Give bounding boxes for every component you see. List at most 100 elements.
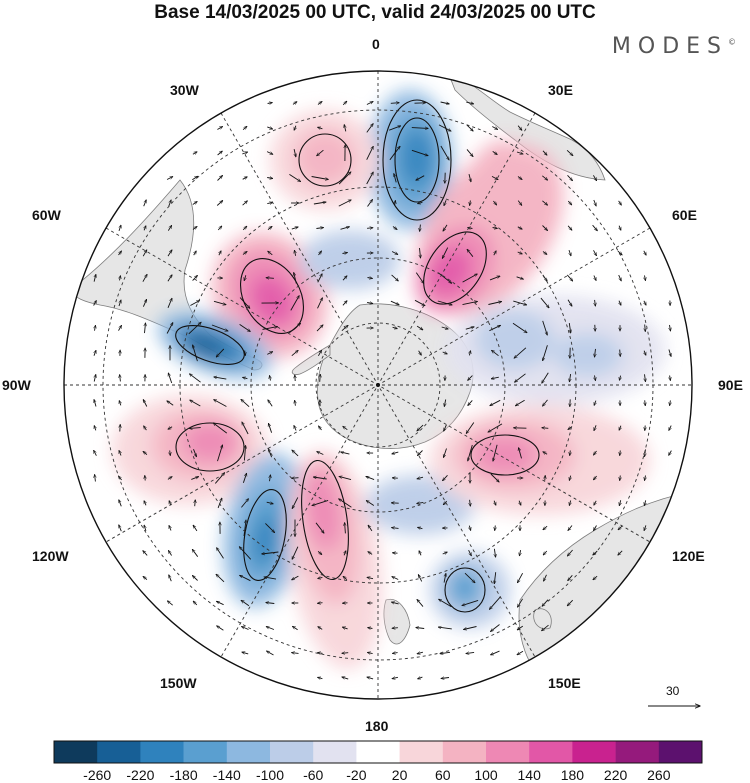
- wind-vector-arrow: [95, 475, 96, 482]
- wind-vector-arrow: [594, 525, 597, 531]
- wind-vector-arrow: [418, 350, 422, 355]
- colorbar-swatch: [658, 741, 703, 763]
- wind-vector-arrow: [469, 525, 470, 531]
- colorbar-tick-label: 60: [435, 767, 451, 783]
- wind-vector-arrow: [517, 625, 524, 630]
- wind-vector-arrow: [543, 550, 548, 555]
- lon-label-90e: 90E: [718, 377, 743, 393]
- wind-vector-arrow: [442, 552, 448, 554]
- wind-vector-arrow: [266, 151, 273, 155]
- wind-vector-arrow: [488, 302, 501, 305]
- wind-vector-arrow: [517, 200, 522, 206]
- wind-vector-arrow: [338, 172, 351, 185]
- wind-vector-arrow: [239, 547, 252, 560]
- wind-vector-arrow: [438, 627, 452, 630]
- wind-vector-arrow: [567, 299, 572, 306]
- map-title: Base 14/03/2025 00 UTC, valid 24/03/2025…: [154, 2, 596, 23]
- wind-vector-arrow: [443, 474, 448, 480]
- wind-vector-arrow: [94, 274, 96, 282]
- lon-label-120e: 120E: [672, 548, 705, 564]
- wind-vector-arrow: [592, 224, 598, 231]
- wind-vector-arrow: [291, 227, 298, 230]
- wind-vector-arrow: [542, 251, 547, 255]
- wind-vector-arrow: [366, 146, 374, 160]
- wind-vector-arrow: [192, 275, 198, 281]
- wind-vector-arrow: [342, 677, 349, 680]
- wind-vector-arrow: [389, 146, 400, 161]
- wind-vector-arrow: [315, 522, 324, 533]
- south-pole-marker: [376, 383, 380, 387]
- wind-vector-arrow: [317, 274, 322, 283]
- wind-vector-arrow: [289, 174, 300, 181]
- wind-vector-arrow: [567, 549, 573, 556]
- wind-vector-arrow: [490, 473, 499, 482]
- wind-vector-arrow: [142, 274, 147, 282]
- wind-vector-arrow: [343, 426, 348, 431]
- wind-vector-arrow: [193, 601, 198, 606]
- wind-vector-arrow: [318, 653, 323, 654]
- wind-vector-arrow: [670, 400, 671, 405]
- wind-vector-arrow: [519, 500, 522, 506]
- wind-vector-arrow: [267, 202, 272, 203]
- wind-vector-arrow: [313, 477, 327, 480]
- wind-vector-arrow: [392, 226, 397, 230]
- reference-vector-value: 30: [666, 684, 680, 698]
- wind-vector-arrow: [367, 577, 374, 578]
- wind-vector-arrow: [318, 677, 323, 678]
- wind-vector-arrow: [292, 102, 297, 105]
- brand-text: MODES: [611, 34, 728, 59]
- wind-vector-arrow: [142, 250, 147, 257]
- wind-vector-arrow: [192, 152, 197, 155]
- wind-vector-arrow: [444, 573, 446, 583]
- wind-vector-arrow: [167, 298, 173, 308]
- wind-vector-arrow: [593, 550, 598, 555]
- wind-vector-arrow: [168, 200, 171, 207]
- wind-vector-arrow: [494, 572, 495, 584]
- wind-vector-arrow: [268, 423, 273, 433]
- lon-label-120w: 120W: [32, 548, 69, 564]
- wind-vector-arrow: [593, 575, 598, 580]
- wind-vector-arrow: [145, 323, 146, 334]
- wind-vector-arrow: [343, 576, 348, 581]
- wind-vector-arrow: [217, 176, 223, 181]
- wind-vector-arrow: [193, 449, 197, 457]
- wind-vector-arrow: [317, 149, 324, 156]
- wind-vector-arrow: [262, 551, 279, 554]
- wind-vector-arrow: [462, 274, 478, 283]
- wind-vector-arrow: [192, 176, 197, 181]
- wind-vector-arrow: [493, 444, 498, 461]
- wind-vector-arrow: [190, 301, 199, 306]
- wind-vector-arrow: [595, 375, 596, 380]
- wind-vector-arrow: [442, 247, 449, 259]
- wind-vector-arrow: [366, 501, 375, 506]
- wind-vector-arrow: [318, 603, 323, 604]
- wind-vector-arrow: [620, 349, 621, 357]
- wind-vector-arrow: [216, 574, 225, 583]
- wind-vector-arrow: [94, 400, 96, 407]
- wind-vector-arrow: [290, 296, 299, 311]
- wind-vector-arrow: [192, 227, 197, 230]
- wind-vector-arrow: [219, 251, 221, 256]
- wind-vector-arrow: [594, 450, 597, 455]
- wind-vector-arrow: [267, 127, 272, 130]
- colorbar-tick-label: -220: [126, 767, 155, 783]
- wind-vector-arrow: [516, 276, 524, 279]
- wind-vector-arrow: [512, 322, 527, 333]
- wind-vector-arrow: [266, 627, 275, 630]
- wind-vector-arrow: [468, 173, 471, 182]
- wind-vector-arrow: [468, 549, 472, 556]
- wind-vector-arrow: [411, 128, 428, 129]
- wind-vector-arrow: [542, 372, 549, 383]
- wind-vector-arrow: [517, 176, 522, 180]
- colorbar: [53, 740, 703, 764]
- wind-vector-arrow: [167, 601, 173, 606]
- wind-vector-arrow: [517, 227, 522, 229]
- wind-vector-arrow: [317, 298, 323, 309]
- wind-vector-arrow: [318, 577, 323, 578]
- wind-vector-arrow: [192, 549, 199, 557]
- colorbar-tick-label: -100: [255, 767, 285, 783]
- wind-vector-arrow: [94, 375, 96, 382]
- wind-vector-arrow: [441, 678, 450, 679]
- wind-vector-arrow: [542, 428, 549, 429]
